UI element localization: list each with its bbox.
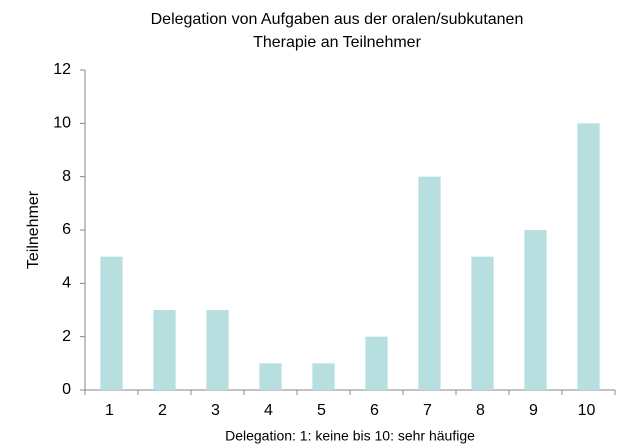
- y-tick-label: 6: [62, 221, 71, 238]
- bar: [577, 123, 600, 390]
- y-tick-label: 12: [53, 61, 71, 78]
- chart-title: Therapie an Teilnehmer: [253, 34, 421, 51]
- x-tick-label: 7: [423, 402, 432, 419]
- x-tick-label: 6: [370, 402, 379, 419]
- y-tick-label: 4: [62, 275, 71, 292]
- bar: [153, 310, 176, 390]
- x-tick-label: 2: [158, 402, 167, 419]
- bar: [471, 256, 494, 390]
- bar: [206, 310, 229, 390]
- y-tick-label: 0: [62, 381, 71, 398]
- y-axis-label: Teilnehmer: [25, 190, 42, 269]
- bar: [418, 176, 441, 390]
- chart-title: Delegation von Aufgaben aus der oralen/s…: [151, 11, 524, 28]
- x-axis-label: Delegation: 1: keine bis 10: sehr häufig…: [225, 428, 475, 444]
- x-tick-label: 1: [105, 402, 114, 419]
- y-tick-label: 8: [62, 168, 71, 185]
- bar: [365, 336, 388, 390]
- bar: [100, 256, 123, 390]
- x-tick-label: 8: [476, 402, 485, 419]
- bar: [259, 363, 282, 390]
- y-tick-label: 2: [62, 328, 71, 345]
- x-tick-label: 3: [211, 402, 220, 419]
- x-tick-label: 10: [578, 402, 596, 419]
- bar: [524, 230, 547, 390]
- x-tick-label: 9: [529, 402, 538, 419]
- x-tick-label: 5: [317, 402, 326, 419]
- y-tick-label: 10: [53, 115, 71, 132]
- x-tick-label: 4: [264, 402, 273, 419]
- bar: [312, 363, 335, 390]
